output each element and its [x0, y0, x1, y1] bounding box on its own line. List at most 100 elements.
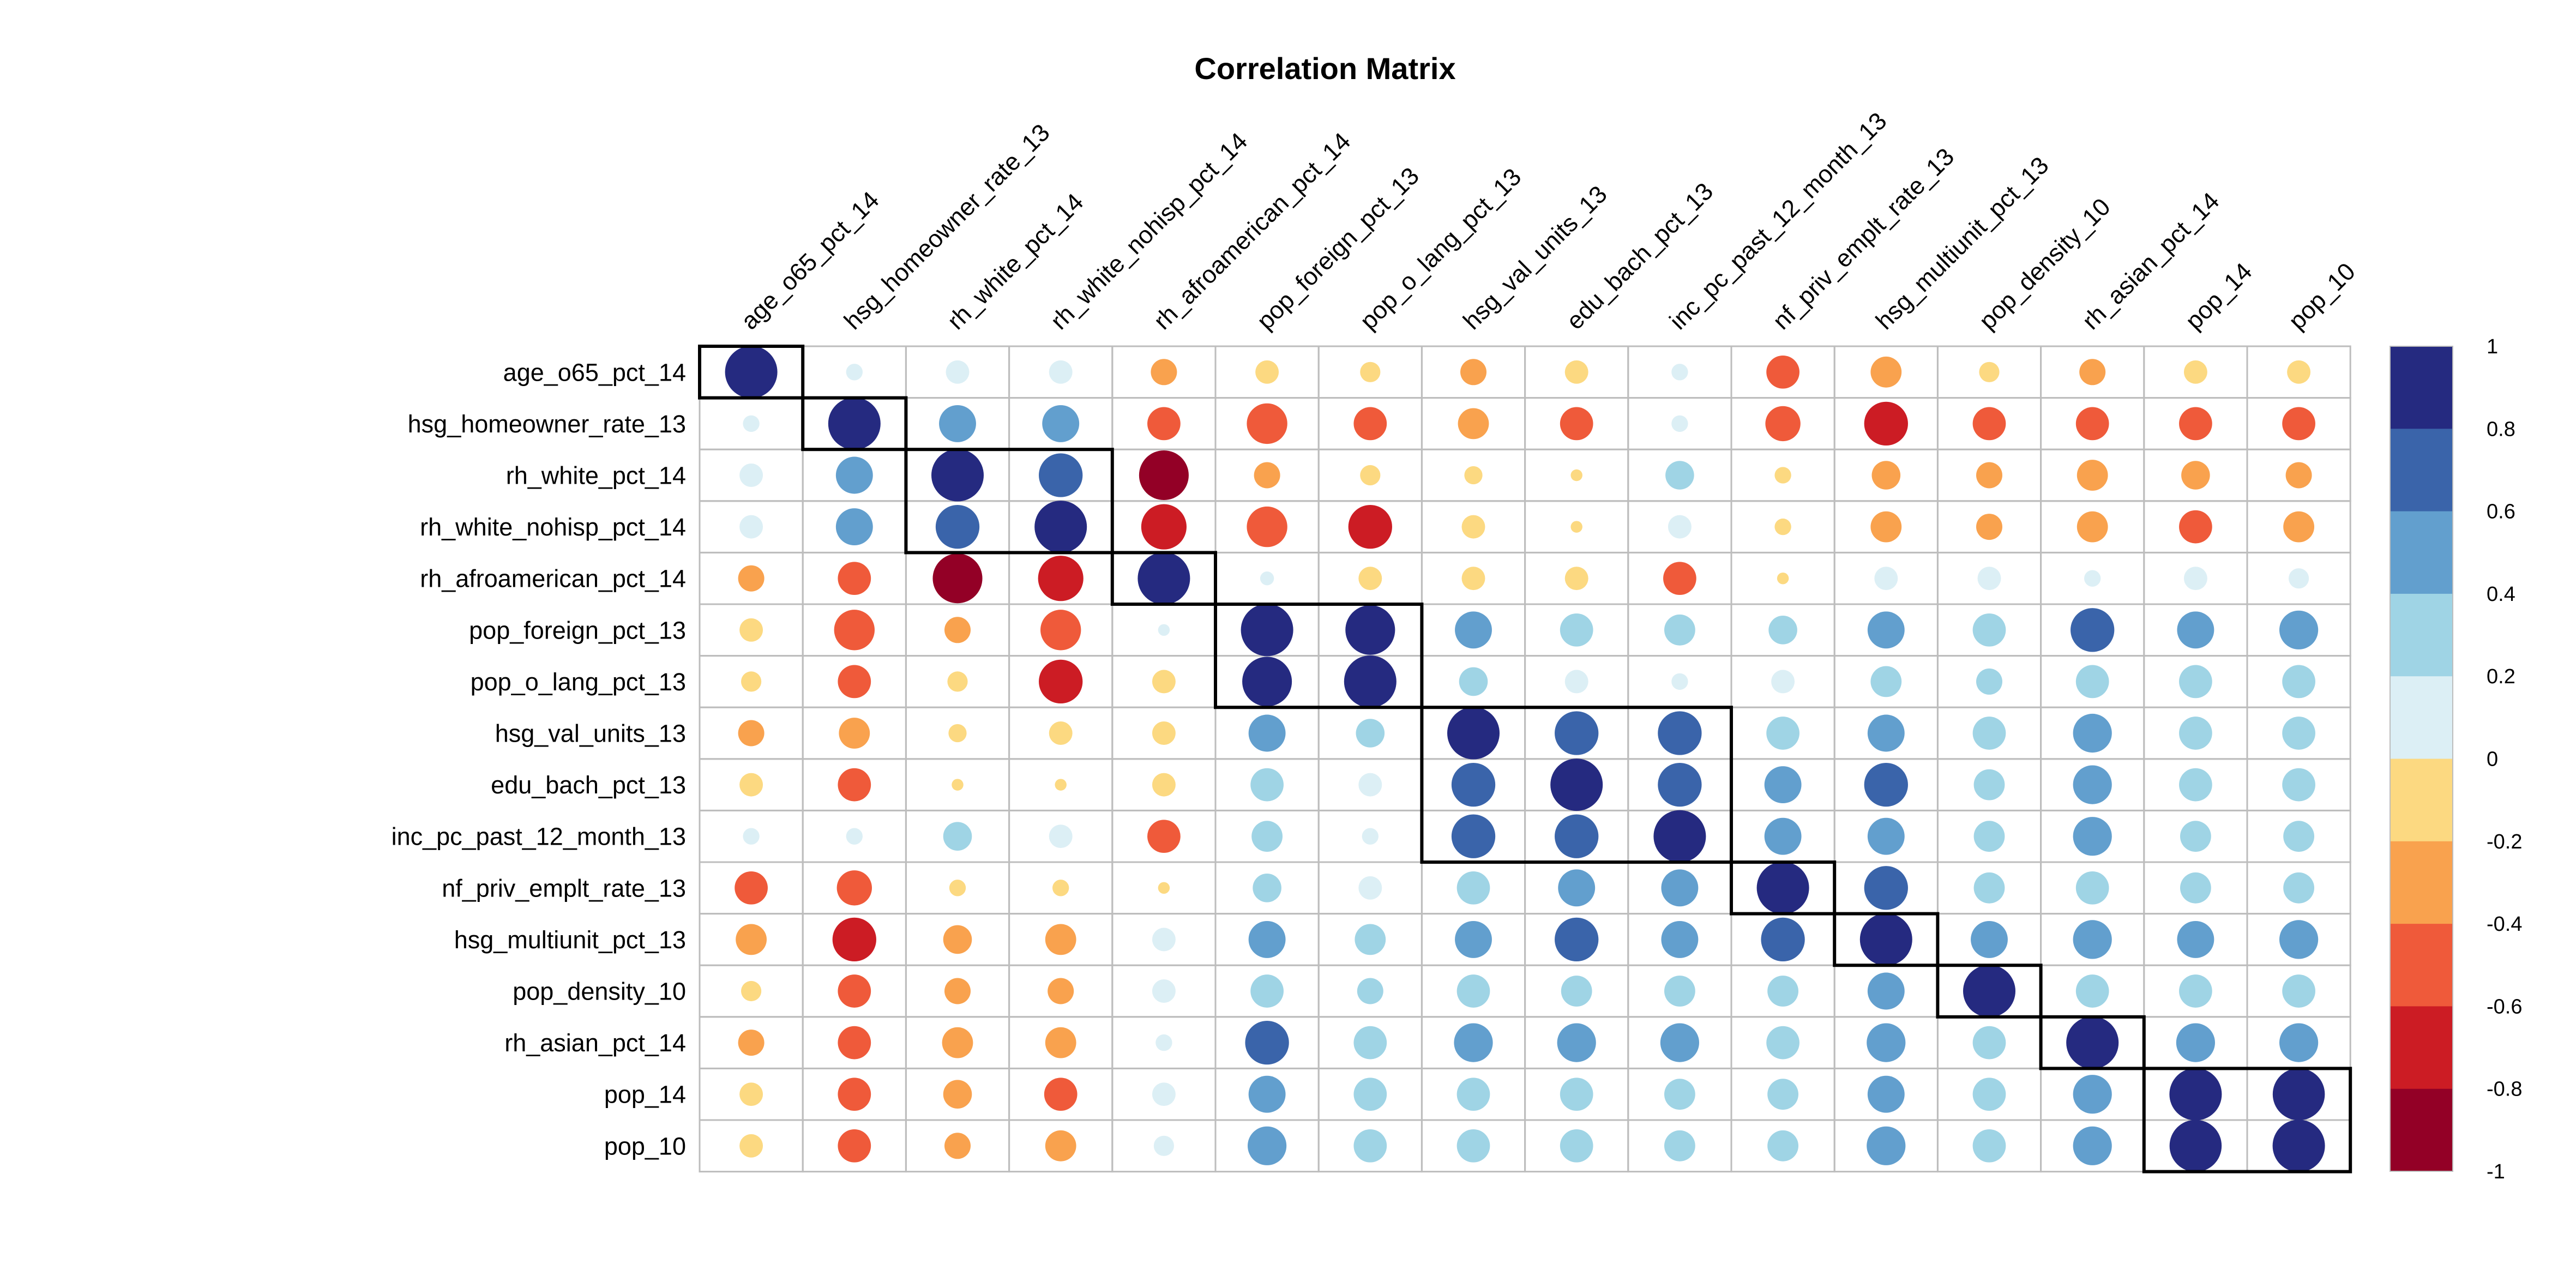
correlation-point [2079, 359, 2106, 386]
correlation-point [1052, 880, 1069, 896]
colorbar-segment [2390, 1088, 2453, 1172]
correlation-point [2179, 665, 2212, 699]
correlation-point [2084, 570, 2101, 587]
correlation-point [1152, 979, 1176, 1003]
column-label: pop_14 [2180, 257, 2257, 335]
correlation-point [1456, 871, 1490, 905]
correlation-point [1049, 721, 1073, 745]
correlation-point [952, 779, 964, 791]
correlation-point [1664, 614, 1695, 646]
correlation-point [947, 671, 968, 692]
row-label: age_o65_pct_14 [503, 358, 686, 386]
correlation-point [1045, 1027, 1076, 1058]
colorbar-tick-label: 0.2 [2487, 665, 2515, 688]
correlation-point [1671, 415, 1688, 432]
correlation-point [1039, 659, 1083, 704]
correlation-point [1972, 1129, 2006, 1163]
correlation-point [839, 718, 870, 749]
colorbar-tick-label: 0.4 [2487, 583, 2515, 606]
correlation-point [1464, 466, 1483, 485]
correlation-point [1049, 360, 1073, 384]
correlation-point [1977, 567, 2001, 591]
column-label: rh_white_nohisp_pct_14 [1045, 127, 1253, 335]
correlation-point [2183, 360, 2207, 384]
correlation-point [1971, 920, 2008, 958]
correlation-point [942, 1027, 973, 1058]
correlation-point [2282, 974, 2315, 1008]
correlation-point [1039, 453, 1083, 497]
correlation-point [1247, 506, 1287, 547]
correlation-point [1248, 714, 1286, 752]
correlation-point [1254, 462, 1280, 489]
correlation-point [1248, 1075, 1286, 1113]
correlation-point [838, 1078, 871, 1111]
correlation-point [1766, 717, 1799, 750]
row-label: rh_white_pct_14 [506, 462, 686, 490]
correlation-point [1976, 668, 2002, 695]
row-label: rh_asian_pct_14 [504, 1029, 686, 1057]
correlation-point [1661, 920, 1699, 958]
correlation-point [1555, 711, 1599, 755]
correlation-point [1260, 571, 1274, 586]
correlation-point [2071, 608, 2115, 652]
correlation-point [1976, 462, 2002, 489]
correlation-point [1979, 362, 2000, 382]
correlation-point [1248, 920, 1286, 958]
correlation-point [1874, 567, 1898, 591]
correlation-point [1972, 1078, 2006, 1111]
correlation-point [1867, 611, 1905, 649]
correlation-point [2283, 511, 2314, 543]
correlation-point [1972, 717, 2006, 750]
correlation-point [2169, 1068, 2222, 1121]
correlation-point [1355, 924, 1386, 955]
correlation-point [1658, 762, 1702, 807]
correlation-point [2177, 611, 2214, 649]
correlation-point [2075, 665, 2109, 699]
cluster-box [698, 345, 805, 400]
correlation-point [2180, 821, 2211, 852]
correlation-point [1447, 707, 1500, 760]
column-label: inc_pc_past_12_month_13 [1664, 107, 1892, 335]
correlation-point [1767, 1130, 1798, 1161]
row-label: pop_foreign_pct_13 [469, 616, 686, 644]
row-label: inc_pc_past_12_month_13 [392, 823, 686, 851]
correlation-point [1972, 613, 2006, 647]
correlation-point [1671, 364, 1688, 381]
correlation-point [1451, 762, 1496, 807]
colorbar-segment [2390, 346, 2453, 429]
correlation-point [2289, 568, 2309, 589]
correlation-point [743, 828, 760, 845]
correlation-point [943, 822, 972, 851]
correlation-point [1147, 407, 1181, 441]
correlation-point [1451, 814, 1496, 858]
correlation-point [1055, 779, 1067, 791]
row-label: hsg_homeowner_rate_13 [408, 410, 686, 438]
correlation-point [1048, 978, 1074, 1004]
colorbar-tick-label: 0.6 [2487, 501, 2515, 523]
correlation-point [1570, 469, 1582, 482]
row-label: hsg_val_units_13 [495, 720, 686, 748]
correlation-point [1864, 762, 1908, 807]
correlation-point [1459, 667, 1488, 696]
correlation-point [1045, 924, 1076, 955]
correlation-point [738, 720, 765, 747]
correlation-point [1671, 673, 1688, 690]
correlation-point [1155, 1034, 1172, 1051]
correlation-point [836, 870, 872, 906]
correlation-point [834, 610, 875, 651]
correlation-point [2181, 461, 2210, 490]
correlation-point [2075, 974, 2109, 1008]
correlation-point [1558, 869, 1596, 907]
row-labels: age_o65_pct_14 hsg_homeowner_rate_13 rh_wh… [392, 358, 686, 1160]
correlation-point [1555, 917, 1599, 962]
correlation-point [2283, 872, 2314, 904]
correlation-point [2279, 1023, 2319, 1062]
correlation-point [1963, 965, 2015, 1018]
cluster-box [1833, 912, 1940, 967]
correlation-point [2077, 460, 2108, 491]
correlation-point [832, 917, 876, 962]
correlation-point [741, 671, 762, 692]
cluster-box [1420, 706, 1733, 864]
correlation-point [935, 504, 980, 549]
correlation-point [1973, 821, 2005, 852]
